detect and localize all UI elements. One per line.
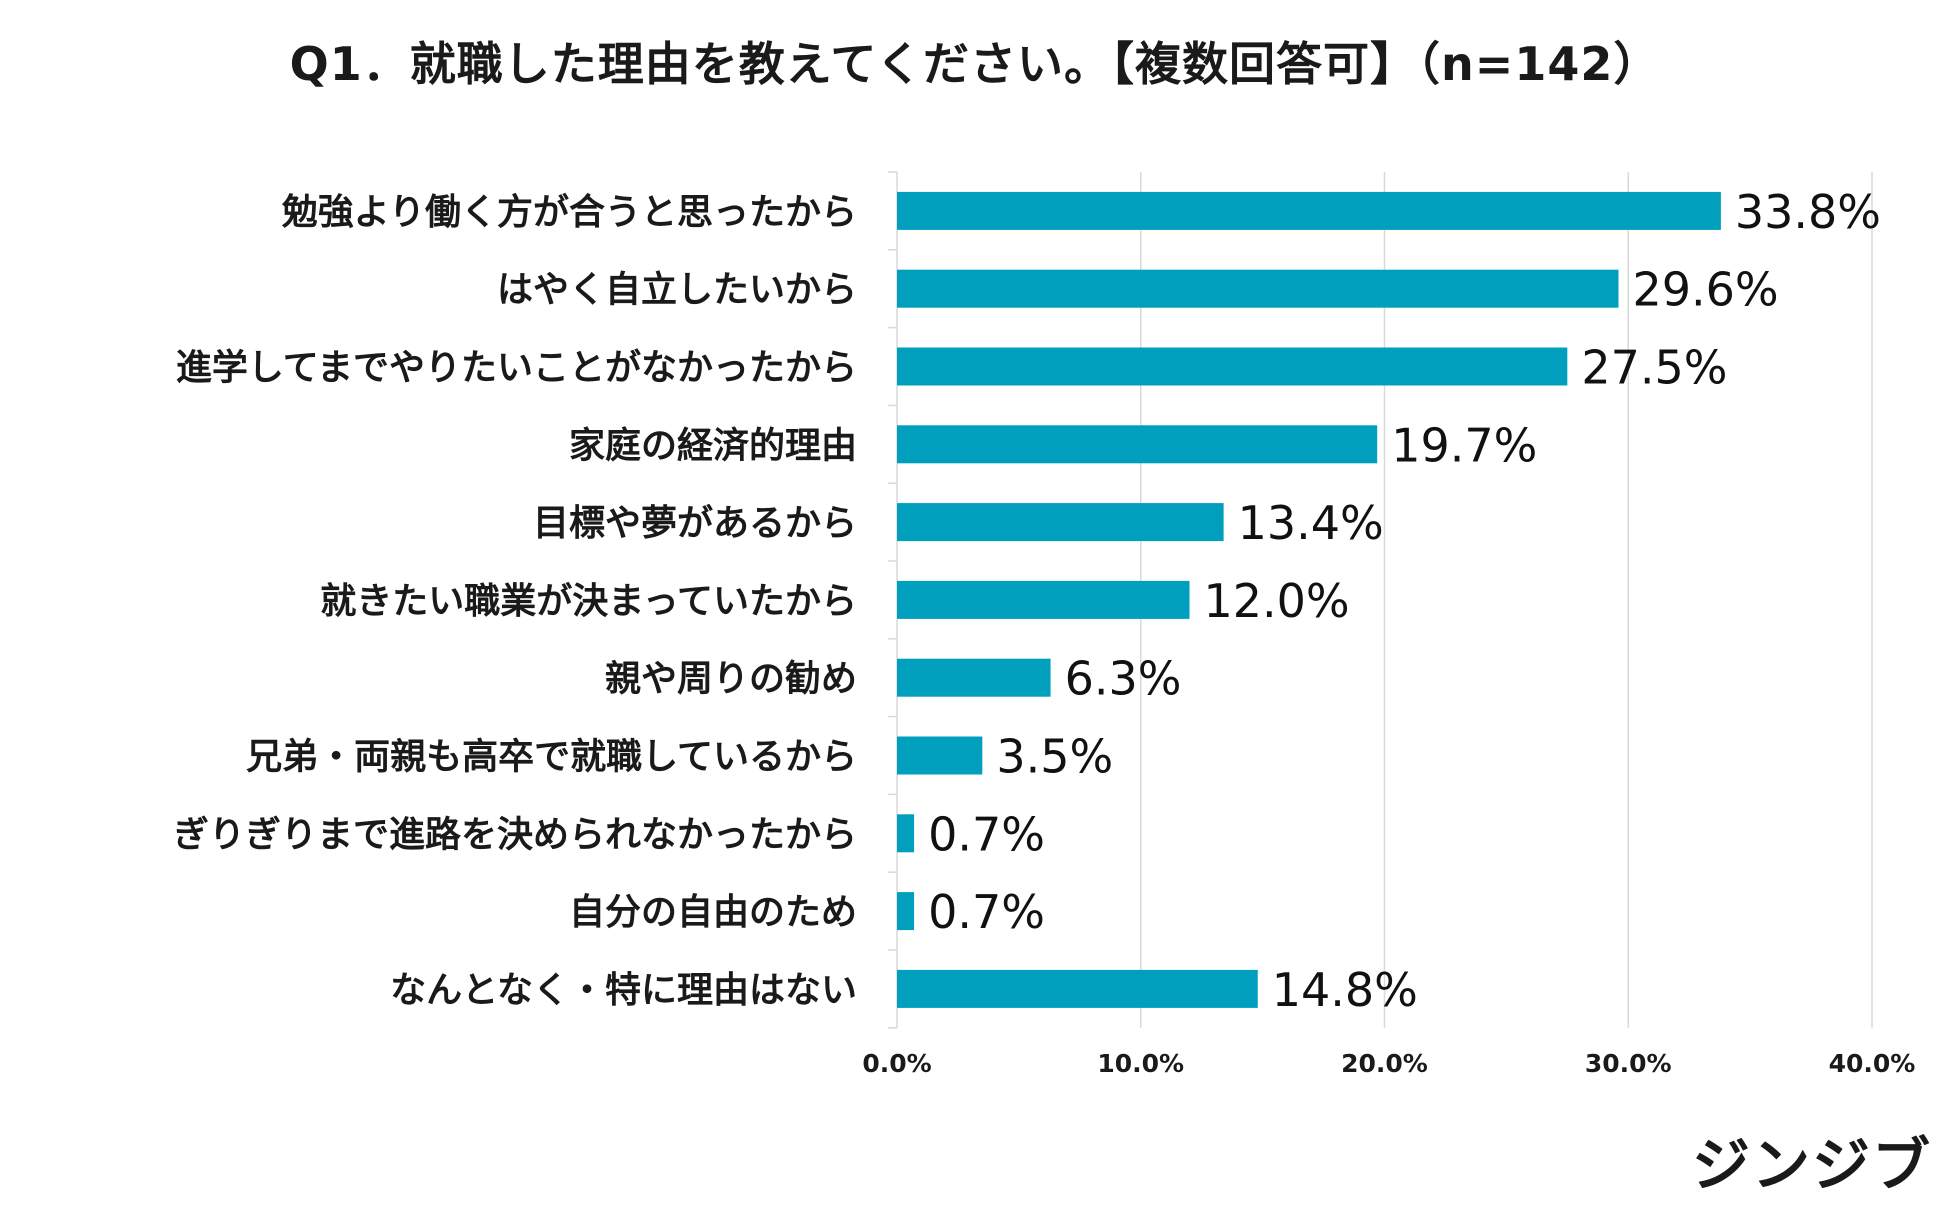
category-label: なんとなく・特に理由はない — [390, 970, 857, 1011]
bar — [897, 503, 1224, 542]
data-label: 0.7% — [928, 807, 1045, 861]
x-tick-label: 10.0% — [1097, 1049, 1184, 1078]
x-tick-label: 20.0% — [1341, 1049, 1428, 1078]
data-label: 19.7% — [1391, 418, 1537, 472]
category-label: 進学してまでやりたいことがなかったから — [176, 347, 857, 389]
data-label: 14.8% — [1272, 963, 1418, 1017]
bar — [897, 425, 1378, 464]
gridlines — [888, 171, 1873, 1029]
category-label: 自分の自由のため — [569, 892, 857, 933]
category-label: 親や周りの勧め — [605, 659, 857, 700]
bar — [897, 191, 1721, 230]
data-label: 13.4% — [1238, 496, 1384, 550]
data-label: 12.0% — [1204, 574, 1350, 628]
category-label: 就きたい職業が決まっていたから — [320, 581, 857, 622]
bar — [897, 814, 915, 853]
category-label: はやく自立したいから — [497, 270, 857, 311]
bar — [897, 736, 983, 775]
bar — [897, 969, 1258, 1008]
bar — [897, 269, 1619, 308]
bar — [897, 892, 915, 931]
category-label: 目標や夢があるから — [533, 503, 857, 544]
category-label: 家庭の経済的理由 — [569, 425, 857, 466]
category-label: 勉強より働く方が合うと思ったから — [282, 192, 857, 233]
bar — [897, 658, 1051, 697]
data-label: 33.8% — [1735, 185, 1881, 239]
data-label: 0.7% — [928, 885, 1045, 939]
data-label: 3.5% — [996, 730, 1113, 784]
category-label: ぎりぎりまで進路を決められなかったから — [173, 814, 857, 855]
x-tick-label: 40.0% — [1829, 1049, 1916, 1078]
data-label: 6.3% — [1065, 652, 1182, 706]
category-label: 兄弟・両親も高卒で就職しているから — [246, 737, 857, 778]
x-tick-label: 30.0% — [1585, 1049, 1672, 1078]
labels: 0.0% 10.0% 20.0% 30.0% 40.0% 勉強より働く方が合うと思ったから… — [173, 185, 1915, 1078]
bar — [897, 580, 1190, 619]
chart-title: Q1．就職した理由を教えてください。【複数回答可】（n=142） — [289, 37, 1661, 91]
data-label: 27.5% — [1581, 341, 1727, 395]
bar — [897, 347, 1568, 386]
bars — [897, 191, 1721, 1008]
brand-logo: ジンジブ — [1691, 1131, 1932, 1199]
x-tick-label: 0.0% — [862, 1049, 931, 1078]
data-label: 29.6% — [1633, 263, 1779, 317]
